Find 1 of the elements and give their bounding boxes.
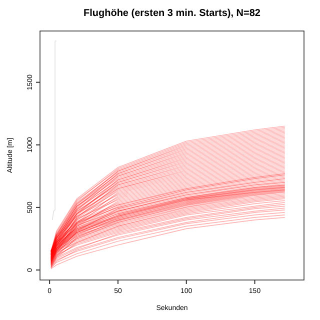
chart-title: Flughöhe (ersten 3 min. Starts), N=82	[84, 8, 261, 19]
